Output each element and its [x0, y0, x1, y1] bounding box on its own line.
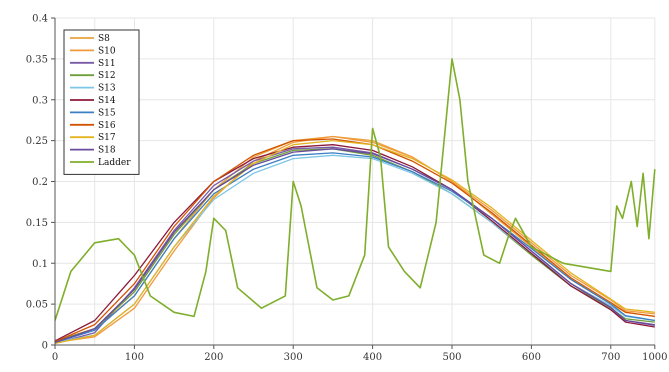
series-line-s10 — [54, 135, 655, 344]
legend-label: S14 — [98, 96, 116, 106]
legend-label: S12 — [98, 71, 116, 81]
x-tick-label: 500 — [442, 352, 461, 363]
legend-label: S8 — [98, 34, 110, 44]
x-tick-label: 1000 — [642, 352, 667, 363]
y-tick-label: 0.15 — [26, 218, 48, 229]
series-line-s11 — [54, 146, 655, 345]
y-tick-label: 0.4 — [32, 14, 48, 25]
x-tick-label: 400 — [363, 352, 382, 363]
series-line-s17 — [54, 139, 655, 345]
legend-label: S17 — [98, 133, 116, 143]
legend: S8 S10 S11 S12 S13 S14 S15 S16 S17 S18 Ladder — [63, 29, 140, 175]
legend-label: S15 — [98, 108, 116, 118]
y-tick-label: 0.1 — [32, 259, 48, 270]
legend-label: S13 — [98, 84, 116, 94]
y-tick-label: 0.2 — [32, 177, 48, 188]
x-tick-label: 0 — [52, 352, 58, 363]
y-tick-labels: 0 0.05 0.1 0.15 0.2 0.25 0.3 0.35 0.4 — [26, 14, 48, 352]
y-tick-label: 0.3 — [32, 95, 48, 106]
legend-label: S16 — [98, 121, 116, 131]
x-tick-labels: 0 100 200 300 400 500 600 700 1000 — [52, 352, 668, 363]
series-line-s18 — [54, 148, 655, 344]
legend-label: Ladder — [98, 158, 131, 168]
legend-label: S10 — [98, 46, 116, 56]
y-tick-label: 0.35 — [26, 54, 48, 65]
legend-label: S11 — [98, 59, 116, 69]
series-line-s15 — [54, 152, 655, 344]
series-line-s14 — [54, 144, 655, 342]
series-line-s8 — [54, 135, 655, 342]
grid — [54, 17, 656, 346]
series-lines — [54, 58, 656, 345]
x-tick-label: 100 — [125, 352, 144, 363]
series-line-s13 — [54, 154, 655, 344]
x-tick-label: 300 — [284, 352, 303, 363]
legend-label: S18 — [98, 146, 116, 156]
axes — [51, 17, 656, 349]
series-line-s16 — [54, 138, 655, 343]
y-tick-label: 0.25 — [26, 136, 48, 147]
y-tick-label: 0.05 — [26, 300, 48, 311]
x-tick-label: 700 — [601, 352, 620, 363]
x-tick-label: 200 — [204, 352, 223, 363]
y-tick-label: 0 — [42, 341, 48, 352]
x-tick-label: 600 — [522, 352, 541, 363]
series-line-s12 — [54, 148, 655, 343]
series-line-ladder — [54, 58, 656, 321]
